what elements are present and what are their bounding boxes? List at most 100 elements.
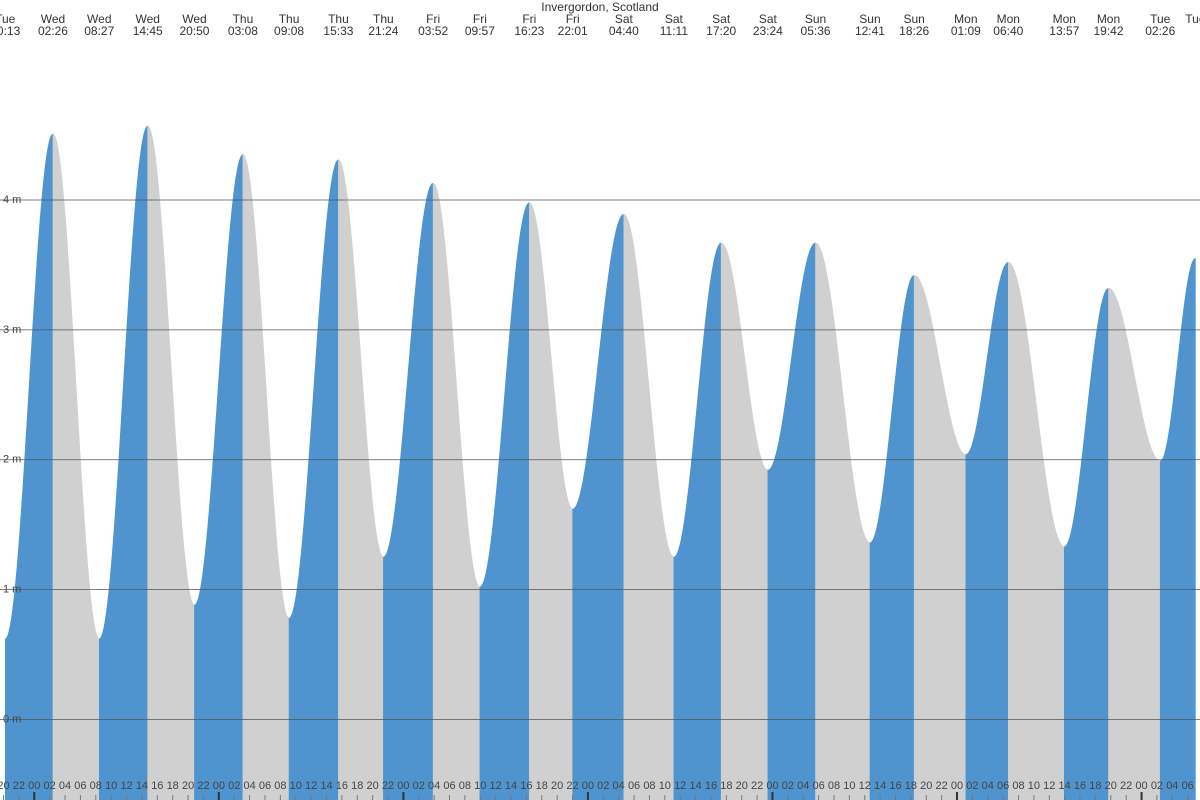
x-tick-label: 00 <box>766 780 778 792</box>
x-tick-label: 22 <box>751 780 763 792</box>
x-tick-label: 12 <box>674 780 686 792</box>
falling-area <box>720 242 769 800</box>
time-label: 11:11 <box>660 24 689 38</box>
day-label: Thu <box>279 12 300 26</box>
x-tick-label: 00 <box>28 780 40 792</box>
x-tick-label: 08 <box>274 780 286 792</box>
time-label: 12:41 <box>855 24 885 38</box>
x-tick-label: 04 <box>428 780 440 792</box>
day-label: Sat <box>759 12 778 26</box>
day-label: Mon <box>997 12 1020 26</box>
grid <box>0 199 1200 800</box>
x-tick-label: 00 <box>582 780 594 792</box>
x-tick-label: 18 <box>905 780 917 792</box>
x-tick-label: 00 <box>397 780 409 792</box>
day-label: Fri <box>426 12 440 26</box>
time-label: 03:52 <box>418 24 448 38</box>
x-tick-label: 16 <box>520 780 532 792</box>
labels: Tue20:13Wed02:26Wed08:27Wed14:45Wed20:50… <box>0 12 1200 792</box>
x-tick-label: 04 <box>797 780 809 792</box>
x-tick-label: 20 <box>367 780 379 792</box>
time-label: 22:01 <box>558 24 588 38</box>
falling-area <box>338 159 384 800</box>
time-label: 19:42 <box>1093 24 1123 38</box>
x-tick-label: 08 <box>1012 780 1024 792</box>
time-label: 09:57 <box>465 24 495 38</box>
y-tick-label: 4 m <box>3 194 21 206</box>
day-label: Wed <box>182 12 206 26</box>
x-tick-label: 22 <box>197 780 209 792</box>
y-tick-label: 3 m <box>3 324 21 336</box>
day-label: Tue <box>1185 12 1200 26</box>
day-label: Sat <box>665 12 684 26</box>
x-tick-label: 00 <box>213 780 225 792</box>
time-label: 13:57 <box>1049 24 1079 38</box>
rising-area <box>767 242 816 800</box>
day-label: Wed <box>135 12 159 26</box>
time-label: 20:50 <box>179 24 209 38</box>
x-tick-label: 02 <box>782 780 794 792</box>
day-label: Thu <box>233 12 254 26</box>
x-tick-label: 14 <box>320 780 332 792</box>
x-tick-label: 20 <box>920 780 932 792</box>
day-label: Mon <box>954 12 977 26</box>
x-tick-label: 14 <box>1059 780 1071 792</box>
x-tick-label: 10 <box>105 780 117 792</box>
day-label: Wed <box>87 12 111 26</box>
x-tick-label: 18 <box>351 780 363 792</box>
x-tick-label: 06 <box>812 780 824 792</box>
x-tick-label: 00 <box>1135 780 1147 792</box>
x-tick-label: 08 <box>643 780 655 792</box>
x-tick-label: 04 <box>982 780 994 792</box>
x-tick-label: 06 <box>628 780 640 792</box>
day-label: Fri <box>473 12 487 26</box>
day-label: Sat <box>615 12 634 26</box>
x-tick-label: 10 <box>659 780 671 792</box>
rising-area <box>572 213 625 800</box>
rising-area <box>4 133 54 800</box>
x-tick-label: 06 <box>997 780 1009 792</box>
day-label: Mon <box>1053 12 1076 26</box>
x-tick-label: 04 <box>613 780 625 792</box>
falling-area <box>815 242 871 800</box>
time-label: 16:23 <box>514 24 544 38</box>
x-tick-label: 12 <box>490 780 502 792</box>
x-tick-label: 16 <box>705 780 717 792</box>
rising-area <box>965 261 1009 800</box>
x-tick-label: 14 <box>874 780 886 792</box>
falling-area <box>147 125 195 800</box>
x-tick-label: 18 <box>536 780 548 792</box>
time-label: 03:08 <box>228 24 258 38</box>
day-label: Sun <box>904 12 925 26</box>
falling-area <box>1007 261 1065 800</box>
rising-area <box>869 274 915 800</box>
time-label: 20:13 <box>0 24 21 38</box>
tide-area <box>4 125 1196 800</box>
time-label: 18:26 <box>899 24 929 38</box>
falling-area <box>432 182 481 800</box>
x-tick-label: 14 <box>136 780 148 792</box>
x-tick-label: 16 <box>336 780 348 792</box>
rising-area <box>288 159 339 800</box>
x-tick-label: 12 <box>305 780 317 792</box>
x-tick-label: 04 <box>59 780 71 792</box>
falling-area <box>913 274 967 800</box>
x-tick-label: 18 <box>720 780 732 792</box>
x-tick-label: 16 <box>889 780 901 792</box>
chart-title: Invergordon, Scotland <box>541 0 658 14</box>
time-label: 02:26 <box>38 24 68 38</box>
day-label: Tue <box>1150 12 1171 26</box>
falling-area <box>242 154 290 800</box>
time-label: 21:24 <box>368 24 398 38</box>
x-tick-label: 08 <box>828 780 840 792</box>
x-tick-label: 10 <box>474 780 486 792</box>
falling-area <box>623 213 675 800</box>
x-tick-label: 12 <box>1043 780 1055 792</box>
x-tick-label: 04 <box>1166 780 1178 792</box>
x-tick-label: 14 <box>505 780 517 792</box>
x-tick-label: 08 <box>459 780 471 792</box>
y-tick-label: 0 m <box>3 713 21 725</box>
x-tick-label: 06 <box>443 780 455 792</box>
time-label: 02:26 <box>1145 24 1175 38</box>
